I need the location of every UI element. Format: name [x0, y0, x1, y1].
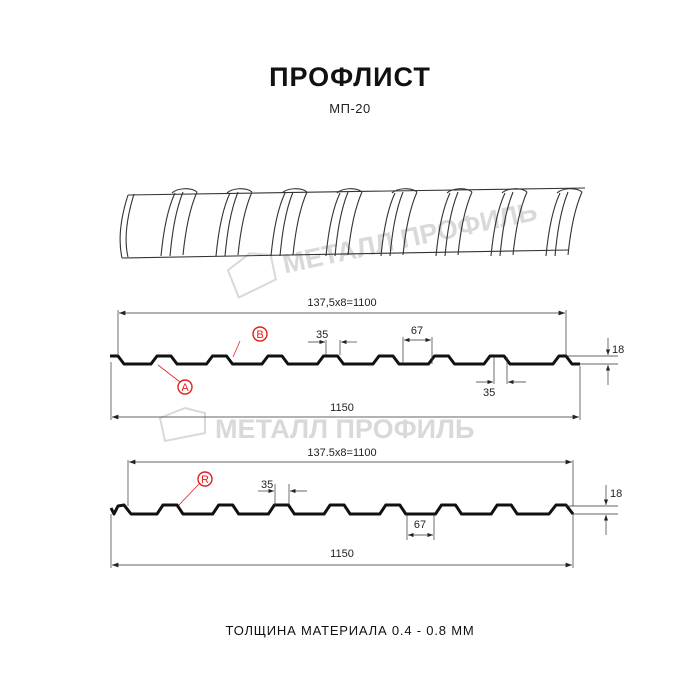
profile-bottom: 137.5x8=1100 1150 35 67 18 R [109, 447, 622, 568]
total-width-label: 1150 [330, 402, 354, 414]
sheet-rib [545, 188, 583, 257]
sheet-3d-view [119, 187, 586, 259]
sheet-rib [160, 188, 198, 257]
model-subtitle: МП-20 [329, 101, 371, 116]
marker-r [197, 471, 213, 487]
valley-width-label: 67 [411, 325, 423, 337]
sheet-edge [119, 193, 135, 259]
total-width-label: 1150 [330, 548, 354, 560]
height-label: 18 [612, 344, 624, 356]
marker-a-label: A [181, 382, 189, 394]
sheet-rib [325, 188, 363, 257]
height-label: 18 [610, 488, 622, 500]
marker-b-label: B [256, 329, 263, 341]
rib-bottom-width-label: 35 [483, 387, 495, 399]
watermark-text: МЕТАЛЛ ПРОФИЛЬ [280, 196, 540, 279]
marker-b [252, 326, 268, 342]
rib-top-width-label: 35 [316, 329, 328, 341]
sheet-rib [435, 188, 473, 257]
page-title: ПРОФЛИСТ [269, 62, 431, 92]
profile-top: 137,5x8=1100 1150 35 67 35 18 B A [110, 297, 624, 420]
sheet-rib [270, 188, 308, 257]
marker-a [177, 379, 193, 395]
watermark-2: МЕТАЛЛ ПРОФИЛЬ [158, 406, 474, 444]
profile-line [109, 503, 575, 516]
sheet-rib [380, 188, 418, 257]
watermark-1: МЕТАЛЛ ПРОФИЛЬ [226, 196, 540, 299]
sheet-rib [490, 188, 528, 257]
pitch-label: 137,5x8=1100 [307, 297, 376, 309]
sheet-rib [215, 188, 253, 257]
marker-r-label: R [201, 474, 209, 486]
valley-width-label: 67 [414, 519, 426, 531]
pitch-label: 137.5x8=1100 [307, 447, 376, 459]
material-thickness-note: ТОЛЩИНА МАТЕРИАЛА 0.4 - 0.8 ММ [225, 623, 475, 638]
profile-line [110, 354, 580, 366]
watermark-text: МЕТАЛЛ ПРОФИЛЬ [215, 414, 474, 444]
rib-top-width-label: 35 [261, 479, 273, 491]
